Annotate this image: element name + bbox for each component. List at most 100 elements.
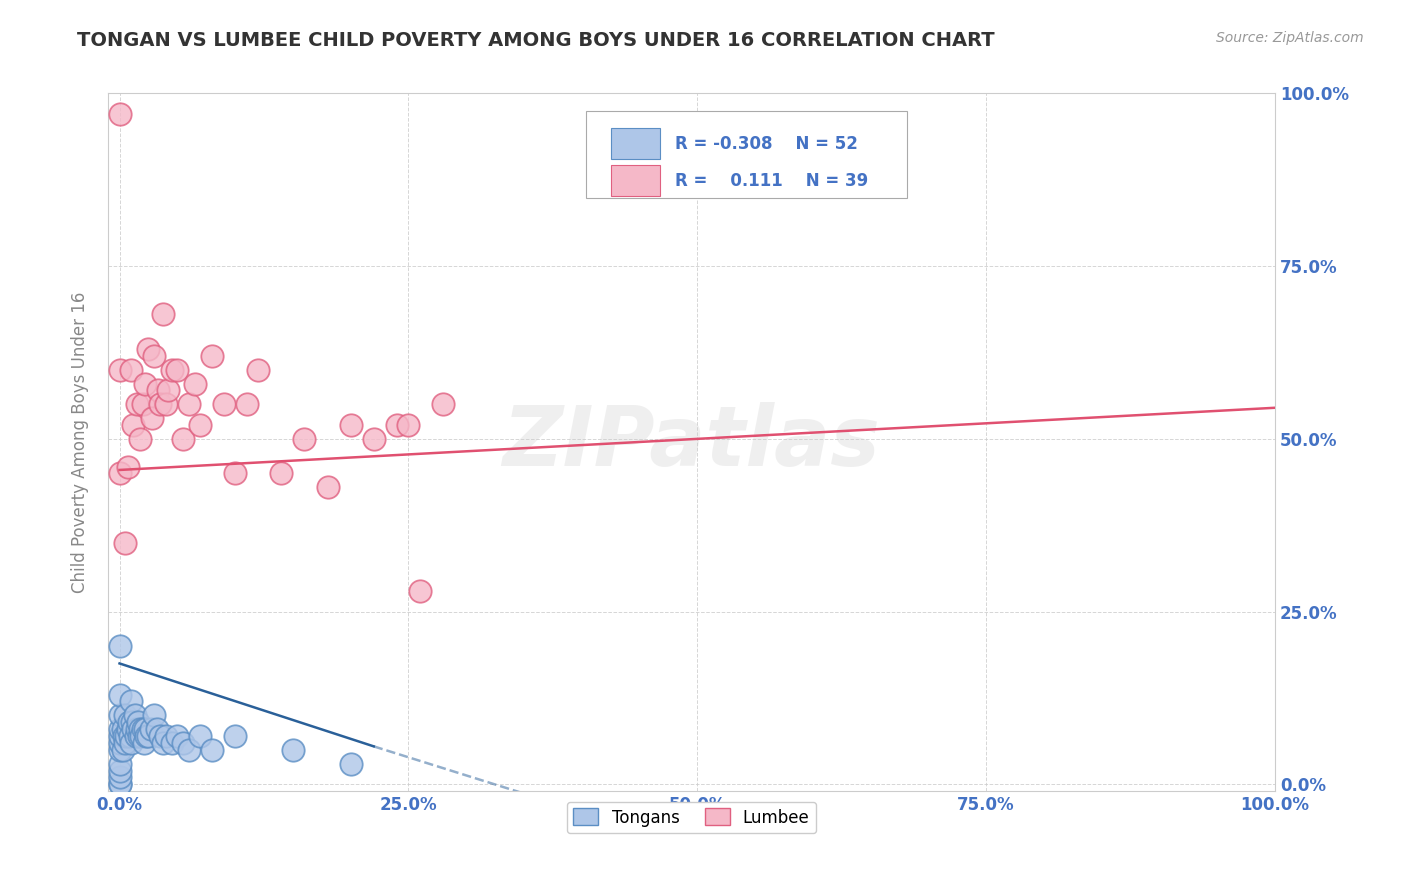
Point: [339, 418, 361, 433]
Point: [131, 397, 153, 411]
Point: [111, 722, 134, 736]
Text: ZIPatlas: ZIPatlas: [502, 401, 880, 483]
Point: [149, 729, 172, 743]
Text: Source: ZipAtlas.com: Source: ZipAtlas.com: [1216, 31, 1364, 45]
Point: [155, 729, 177, 743]
Point: [108, 363, 131, 377]
Point: [190, 729, 212, 743]
Point: [160, 363, 183, 377]
Point: [385, 418, 408, 433]
Point: [224, 467, 246, 481]
Point: [108, 467, 131, 481]
Point: [108, 708, 131, 723]
Point: [224, 729, 246, 743]
Point: [131, 722, 153, 736]
Point: [155, 397, 177, 411]
Point: [139, 722, 162, 736]
FancyBboxPatch shape: [612, 128, 659, 159]
Point: [108, 639, 131, 653]
Point: [108, 107, 131, 121]
Point: [117, 722, 139, 736]
Point: [125, 729, 148, 743]
Point: [121, 715, 143, 730]
Text: TONGAN VS LUMBEE CHILD POVERTY AMONG BOYS UNDER 16 CORRELATION CHART: TONGAN VS LUMBEE CHILD POVERTY AMONG BOY…: [77, 31, 995, 50]
Point: [120, 736, 142, 750]
Point: [143, 708, 166, 723]
Point: [201, 743, 224, 757]
Point: [235, 397, 257, 411]
Point: [117, 459, 139, 474]
Point: [177, 743, 200, 757]
Point: [131, 729, 153, 743]
Point: [212, 397, 235, 411]
Point: [141, 411, 163, 425]
Point: [134, 722, 156, 736]
Point: [108, 764, 131, 778]
Point: [108, 722, 131, 736]
Point: [270, 467, 292, 481]
Point: [172, 432, 194, 446]
Point: [149, 397, 172, 411]
Point: [127, 715, 149, 730]
Point: [396, 418, 419, 433]
FancyBboxPatch shape: [612, 165, 659, 196]
Point: [363, 432, 385, 446]
Point: [132, 736, 155, 750]
Point: [108, 688, 131, 702]
Point: [294, 432, 316, 446]
Point: [160, 736, 183, 750]
Point: [316, 480, 339, 494]
Point: [108, 756, 131, 771]
Point: [166, 363, 188, 377]
Legend: Tongans, Lumbee: Tongans, Lumbee: [567, 802, 817, 833]
Point: [128, 729, 150, 743]
Point: [114, 708, 136, 723]
Point: [129, 432, 152, 446]
Point: [115, 729, 138, 743]
Point: [114, 736, 136, 750]
Point: [201, 349, 224, 363]
Point: [134, 376, 156, 391]
FancyBboxPatch shape: [586, 111, 907, 198]
Point: [118, 729, 141, 743]
Point: [339, 756, 361, 771]
Point: [432, 397, 454, 411]
Point: [177, 397, 200, 411]
Text: R =    0.111    N = 39: R = 0.111 N = 39: [675, 171, 869, 190]
Point: [281, 743, 304, 757]
Point: [135, 729, 157, 743]
Point: [108, 729, 131, 743]
Point: [118, 715, 141, 730]
Point: [409, 583, 432, 598]
Point: [183, 376, 205, 391]
Point: [129, 722, 152, 736]
Point: [120, 363, 142, 377]
Point: [108, 743, 131, 757]
Point: [145, 722, 167, 736]
Point: [108, 771, 131, 785]
Point: [125, 397, 148, 411]
Point: [108, 777, 131, 791]
Point: [152, 308, 174, 322]
Point: [108, 777, 131, 791]
Point: [157, 384, 180, 398]
Point: [124, 708, 146, 723]
Point: [172, 736, 194, 750]
Point: [125, 722, 148, 736]
Y-axis label: Child Poverty Among Boys Under 16: Child Poverty Among Boys Under 16: [72, 292, 89, 593]
Point: [122, 418, 145, 433]
Point: [138, 729, 160, 743]
Point: [111, 743, 134, 757]
Point: [247, 363, 270, 377]
Point: [120, 694, 142, 708]
Point: [152, 736, 174, 750]
Point: [112, 729, 135, 743]
Point: [108, 736, 131, 750]
Point: [114, 535, 136, 549]
Point: [190, 418, 212, 433]
Point: [122, 722, 145, 736]
Point: [166, 729, 188, 743]
Point: [138, 342, 160, 356]
Text: R = -0.308    N = 52: R = -0.308 N = 52: [675, 135, 858, 153]
Point: [146, 384, 169, 398]
